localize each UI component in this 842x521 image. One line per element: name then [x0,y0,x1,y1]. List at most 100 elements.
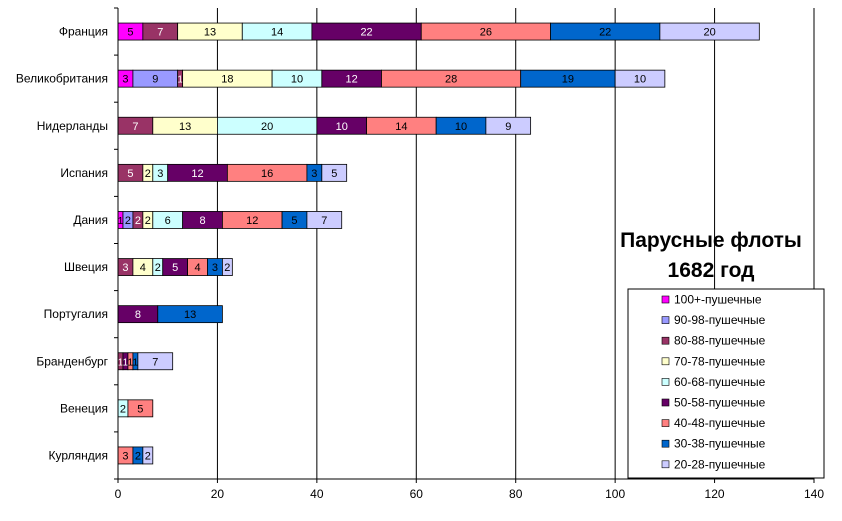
data-label: 9 [152,74,158,86]
legend-swatch [661,295,670,304]
bar-segment [485,116,532,135]
data-label: 10 [455,121,467,133]
bar-segment [221,258,233,276]
legend-label: 100+-пушечные [674,293,762,307]
data-label: 2 [120,403,126,415]
data-label: 13 [204,27,216,39]
bar-segment [659,22,760,41]
legend-swatch [661,378,670,386]
x-tick-label: 140 [804,487,824,501]
chart-subtitle: 1682 год [667,259,755,282]
x-tick-label: 20 [211,487,225,501]
data-label: 1 [177,75,183,86]
data-label: 10 [634,74,646,86]
data-label: 3 [212,262,218,274]
data-label: 22 [599,27,611,39]
legend-label: 40-48-пушечные [674,416,766,430]
data-label: 28 [445,74,457,86]
category-label: Бранденбург [36,354,108,368]
data-label: 3 [311,168,317,180]
category-label: Швеция [64,260,108,274]
data-label: 26 [480,27,492,39]
legend-label: 60-68-пушечные [674,375,766,389]
data-label: 8 [199,215,205,227]
data-label: 7 [321,215,327,227]
data-label: 2 [135,215,141,227]
data-label: 3 [122,74,128,86]
chart-title-block: Парусные флоты 1682 год [596,226,826,286]
bar-segment [306,211,343,229]
category-label: Курляндия [49,448,108,462]
data-label: 20 [703,27,715,39]
legend-swatch [661,419,670,427]
data-label: 14 [395,121,407,133]
data-label: 9 [505,121,511,133]
data-label: 18 [221,74,233,86]
data-label: 16 [261,168,273,180]
data-label: 1 [118,216,124,227]
data-label: 5 [127,168,133,180]
bar-segment [157,305,223,324]
data-label: 5 [137,403,143,415]
legend-swatch [661,460,670,469]
x-tick-label: 0 [115,487,122,501]
x-tick-label: 60 [410,487,424,501]
data-label: 1 [133,357,139,368]
legend-label: 50-58-пушечные [674,396,766,410]
data-label: 5 [127,27,133,39]
data-label: 2 [155,262,161,274]
data-label: 12 [246,215,258,227]
bar-segment [321,163,348,182]
data-label: 1 [123,357,129,368]
data-label: 2 [135,450,141,462]
bar-segment [127,399,154,418]
category-label: Дания [73,213,108,227]
bar-segment [137,352,174,371]
legend-label: 90-98-пушечные [674,313,766,327]
data-label: 2 [145,215,151,227]
x-tick-label: 80 [509,487,523,501]
data-label: 3 [157,168,163,180]
bar-segment [142,446,154,465]
category-label: Испания [60,166,108,180]
data-label: 4 [194,262,200,274]
category-label: Франция [59,25,108,39]
legend-label: 20-28-пушечные [674,457,766,471]
x-tick-label: 40 [310,487,324,501]
legend-swatch [661,398,670,407]
category-label: Нидерланды [37,119,108,133]
legend-label: 80-88-пушечные [674,334,766,348]
data-label: 20 [261,121,273,133]
data-label: 5 [331,168,337,180]
data-label: 4 [140,262,146,274]
data-label: 1 [128,357,134,368]
data-label: 10 [336,121,348,133]
data-label: 7 [157,27,163,39]
data-label: 19 [562,74,574,86]
data-label: 13 [179,121,191,133]
category-label: Португалия [44,307,108,321]
legend-swatch [661,439,670,448]
category-label: Венеция [60,401,108,415]
legend-box [627,288,825,479]
legend-swatch [661,316,670,324]
x-tick-label: 100 [605,487,625,501]
legend-label: 70-78-пушечные [674,354,766,368]
chart-title: Парусные флоты [620,229,802,252]
bar-segment [614,69,666,88]
data-label: 14 [271,27,283,39]
data-label: 5 [291,215,297,227]
data-label: 3 [122,262,128,274]
data-label: 6 [165,215,171,227]
data-label: 10 [291,74,303,86]
data-label: 2 [224,262,230,274]
x-tick-label: 120 [705,487,725,501]
data-label: 22 [360,27,372,39]
legend-label: 30-38-пушечные [674,437,766,451]
data-label: 2 [125,215,131,227]
data-label: 8 [135,309,141,321]
data-label: 3 [122,450,128,462]
data-label: 1 [118,357,124,368]
